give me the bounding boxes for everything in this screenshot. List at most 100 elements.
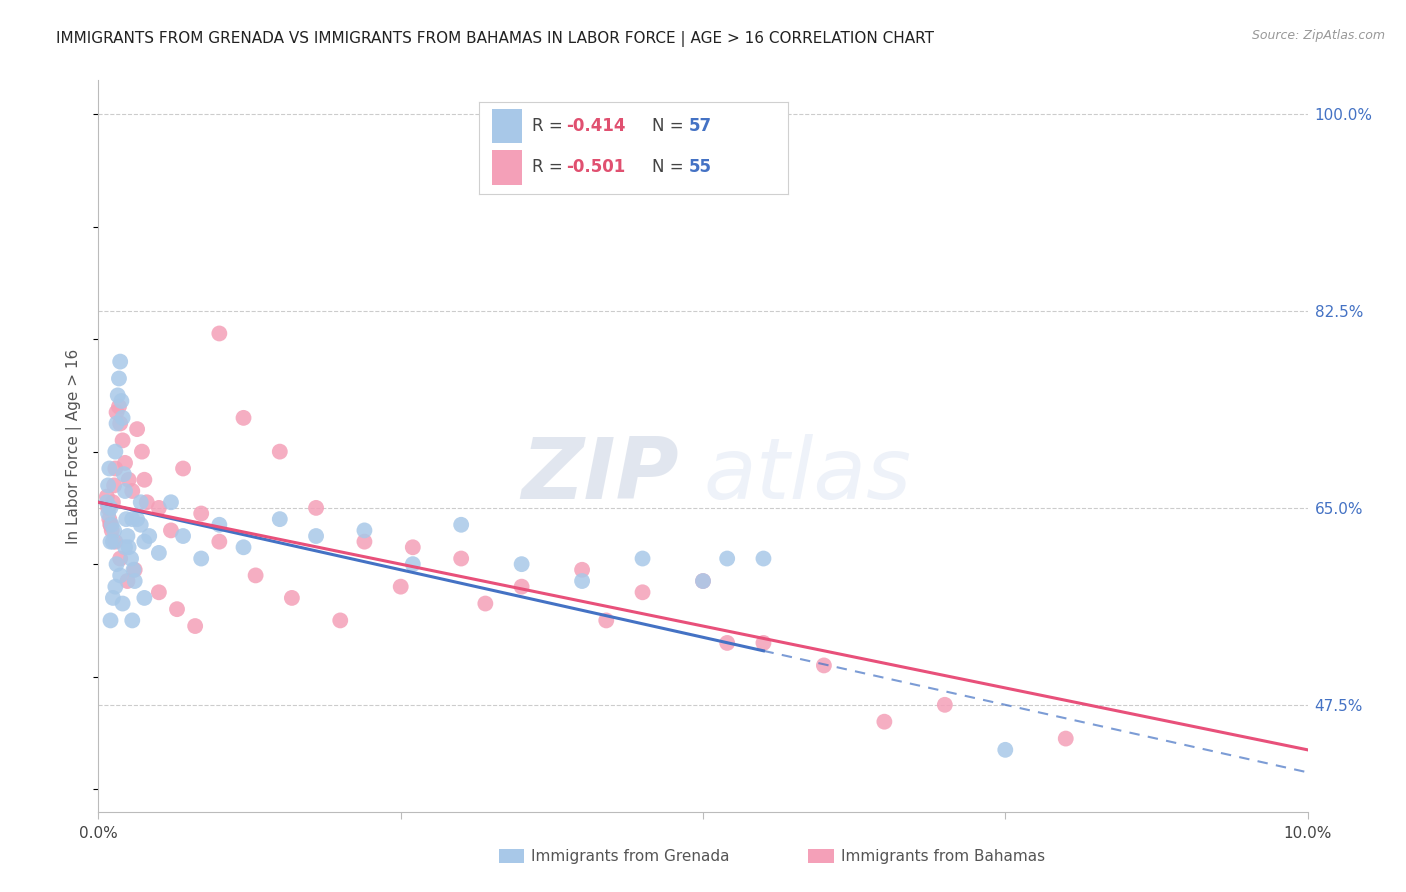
- Point: [114, 483, 136, 498]
- Point: [1054, 731, 1077, 746]
- Point: [97, 507, 120, 521]
- Point: [402, 557, 425, 571]
- Point: [208, 534, 231, 549]
- Point: [269, 444, 291, 458]
- Point: [135, 495, 157, 509]
- Point: [100, 517, 122, 532]
- Point: [108, 371, 131, 385]
- Point: [124, 574, 146, 588]
- Point: [97, 478, 120, 492]
- Point: [190, 551, 212, 566]
- Point: [100, 500, 122, 515]
- Point: [148, 585, 170, 599]
- Point: [103, 478, 125, 492]
- Point: [105, 557, 128, 571]
- Point: [353, 524, 375, 538]
- Point: [96, 490, 118, 504]
- Point: [692, 574, 714, 588]
- Point: [105, 417, 128, 431]
- Point: [148, 500, 170, 515]
- Point: [100, 524, 122, 538]
- Point: [129, 495, 152, 509]
- Point: [450, 551, 472, 566]
- Point: [232, 410, 254, 425]
- Point: [103, 524, 125, 538]
- Point: [118, 473, 141, 487]
- Point: [138, 529, 160, 543]
- Point: [104, 444, 127, 458]
- Point: [101, 534, 124, 549]
- Point: [98, 461, 121, 475]
- Point: [97, 500, 120, 515]
- Point: [571, 563, 593, 577]
- Point: [402, 541, 425, 555]
- Point: [450, 517, 472, 532]
- Point: [104, 461, 127, 475]
- Text: IMMIGRANTS FROM GRENADA VS IMMIGRANTS FROM BAHAMAS IN LABOR FORCE | AGE > 16 COR: IMMIGRANTS FROM GRENADA VS IMMIGRANTS FR…: [56, 31, 934, 47]
- Text: Immigrants from Grenada: Immigrants from Grenada: [531, 849, 730, 863]
- Point: [111, 410, 134, 425]
- Point: [98, 512, 121, 526]
- Point: [115, 512, 138, 526]
- Point: [124, 563, 146, 577]
- Point: [134, 534, 156, 549]
- Point: [107, 388, 129, 402]
- Point: [389, 580, 412, 594]
- Point: [111, 434, 134, 448]
- Point: [595, 614, 617, 628]
- Point: [131, 444, 153, 458]
- Point: [117, 574, 139, 588]
- Point: [184, 619, 207, 633]
- Text: Immigrants from Bahamas: Immigrants from Bahamas: [841, 849, 1045, 863]
- Point: [692, 574, 714, 588]
- Point: [269, 512, 291, 526]
- Point: [104, 580, 127, 594]
- Point: [111, 597, 134, 611]
- Point: [114, 541, 136, 555]
- Point: [108, 568, 131, 582]
- Point: [160, 524, 183, 538]
- Point: [148, 546, 170, 560]
- Point: [716, 636, 738, 650]
- Point: [329, 614, 352, 628]
- Point: [100, 534, 122, 549]
- Point: [160, 495, 183, 509]
- Point: [129, 517, 152, 532]
- Point: [208, 326, 231, 341]
- Point: [127, 512, 149, 526]
- Point: [100, 517, 122, 532]
- Point: [122, 563, 145, 577]
- Point: [101, 495, 124, 509]
- Point: [100, 614, 122, 628]
- Point: [121, 483, 143, 498]
- Point: [134, 473, 156, 487]
- Point: [96, 495, 118, 509]
- Point: [245, 568, 267, 582]
- Point: [994, 743, 1017, 757]
- Text: ZIP: ZIP: [522, 434, 679, 516]
- Point: [281, 591, 304, 605]
- Point: [118, 541, 141, 555]
- Point: [353, 534, 375, 549]
- Point: [305, 500, 328, 515]
- Point: [208, 517, 231, 532]
- Point: [172, 529, 194, 543]
- Point: [110, 394, 132, 409]
- Point: [121, 512, 143, 526]
- Point: [232, 541, 254, 555]
- Point: [934, 698, 956, 712]
- Point: [112, 467, 135, 482]
- Point: [100, 517, 122, 532]
- Point: [190, 507, 212, 521]
- Point: [510, 580, 533, 594]
- Point: [108, 417, 131, 431]
- Point: [474, 597, 496, 611]
- Point: [510, 557, 533, 571]
- Point: [873, 714, 896, 729]
- Point: [752, 636, 775, 650]
- Point: [813, 658, 835, 673]
- Y-axis label: In Labor Force | Age > 16: In Labor Force | Age > 16: [66, 349, 83, 543]
- Point: [114, 456, 136, 470]
- Point: [571, 574, 593, 588]
- Point: [631, 551, 654, 566]
